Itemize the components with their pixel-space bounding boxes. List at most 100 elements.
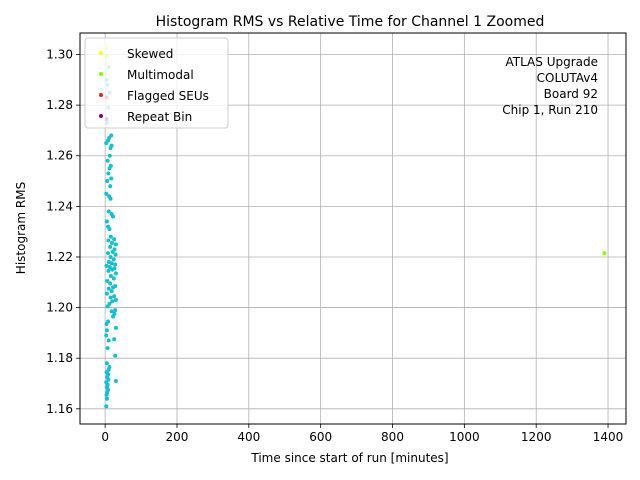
x-axis-ticks: 0 200 400 600 800 1000 1200 1400 xyxy=(101,424,623,444)
data-point xyxy=(113,378,118,383)
data-point xyxy=(104,404,109,409)
data-point xyxy=(105,346,110,351)
annotation-line-2: COLUTAv4 xyxy=(537,71,598,85)
data-point xyxy=(108,295,113,300)
data-point xyxy=(109,241,114,246)
legend-label: Flagged SEUs xyxy=(127,89,209,103)
data-point xyxy=(104,291,109,296)
legend-marker xyxy=(99,93,103,97)
data-point xyxy=(110,299,115,304)
data-point xyxy=(113,262,118,267)
data-point xyxy=(108,254,113,259)
y-tick-label: 1.16 xyxy=(46,402,73,416)
data-point xyxy=(113,284,118,289)
data-point xyxy=(106,171,111,176)
data-point xyxy=(113,297,118,302)
data-point xyxy=(105,179,110,184)
y-axis-ticks: 1.16 1.18 1.20 1.22 1.24 1.26 1.28 1.30 xyxy=(46,48,80,416)
data-point xyxy=(112,311,117,316)
legend-label: Skewed xyxy=(127,47,173,61)
data-point xyxy=(106,268,111,273)
y-tick-label: 1.24 xyxy=(46,199,73,213)
data-point xyxy=(112,266,117,271)
data-point xyxy=(109,289,114,294)
y-tick-label: 1.20 xyxy=(46,301,73,315)
data-point xyxy=(105,279,110,284)
data-point xyxy=(106,260,111,265)
chart-title: Histogram RMS vs Relative Time for Chann… xyxy=(156,14,545,30)
data-point xyxy=(109,133,114,138)
data-point xyxy=(104,328,109,333)
data-point xyxy=(107,265,112,270)
data-point xyxy=(113,252,118,257)
data-point xyxy=(106,251,111,256)
data-point xyxy=(109,309,114,314)
data-point xyxy=(104,191,109,196)
data-point xyxy=(104,263,109,268)
data-point xyxy=(113,242,118,247)
data-point xyxy=(108,184,113,189)
x-axis-label: Time since start of run [minutes] xyxy=(250,451,448,465)
annotation: ATLAS Upgrade COLUTAv4 Board 92 Chip 1, … xyxy=(502,55,598,117)
data-point xyxy=(109,143,114,148)
data-point xyxy=(112,247,117,252)
data-point xyxy=(113,271,118,276)
data-point xyxy=(106,338,111,343)
y-tick-label: 1.22 xyxy=(46,250,73,264)
data-point xyxy=(104,219,109,224)
data-point xyxy=(112,337,117,342)
data-point xyxy=(109,176,114,181)
data-point xyxy=(106,224,111,229)
x-tick-label: 1400 xyxy=(593,430,624,444)
data-point xyxy=(113,308,118,313)
legend-label: Repeat Bin xyxy=(127,110,192,124)
plot-frame xyxy=(79,32,627,425)
data-point xyxy=(107,301,112,306)
x-tick-label: 400 xyxy=(237,430,260,444)
legend-marker xyxy=(99,51,103,55)
legend-marker xyxy=(99,114,103,118)
annotation-line-3: Board 92 xyxy=(544,87,598,101)
x-tick-label: 200 xyxy=(166,430,189,444)
data-point xyxy=(105,158,110,163)
data-point xyxy=(106,319,111,324)
legend-marker xyxy=(99,72,103,76)
data-point xyxy=(106,238,111,243)
y-tick-label: 1.30 xyxy=(46,48,73,62)
y-tick-label: 1.18 xyxy=(46,351,73,365)
data-point xyxy=(602,251,607,256)
legend-label: Multimodal xyxy=(127,68,194,82)
data-point xyxy=(107,153,112,158)
x-tick-label: 1200 xyxy=(521,430,552,444)
data-point xyxy=(107,194,112,199)
y-axis-label: Histogram RMS xyxy=(14,182,28,274)
grid-lines xyxy=(80,33,626,424)
annotation-line-1: ATLAS Upgrade xyxy=(505,55,598,69)
data-point xyxy=(107,365,112,370)
y-tick-label: 1.26 xyxy=(46,149,73,163)
data-point xyxy=(109,211,114,216)
data-point xyxy=(108,234,113,239)
x-tick-label: 600 xyxy=(309,430,332,444)
data-point xyxy=(106,286,111,291)
data-point xyxy=(108,273,113,278)
data-point xyxy=(106,209,111,214)
data-point xyxy=(113,325,118,330)
data-point xyxy=(112,294,117,299)
x-tick-label: 0 xyxy=(101,430,109,444)
data-point xyxy=(108,281,113,286)
x-tick-label: 1000 xyxy=(449,430,480,444)
data-point xyxy=(104,396,109,401)
legend-box xyxy=(84,37,229,129)
data-point xyxy=(104,361,109,366)
data-point xyxy=(104,333,109,338)
data-point xyxy=(111,276,116,281)
data-point xyxy=(112,237,117,242)
data-point xyxy=(108,244,113,249)
legend: Skewed Multimodal Flagged SEUs Repeat Bin xyxy=(84,37,229,129)
y-tick-label: 1.28 xyxy=(46,98,73,112)
x-tick-label: 800 xyxy=(381,430,404,444)
data-point xyxy=(111,257,116,262)
data-point xyxy=(108,163,113,168)
